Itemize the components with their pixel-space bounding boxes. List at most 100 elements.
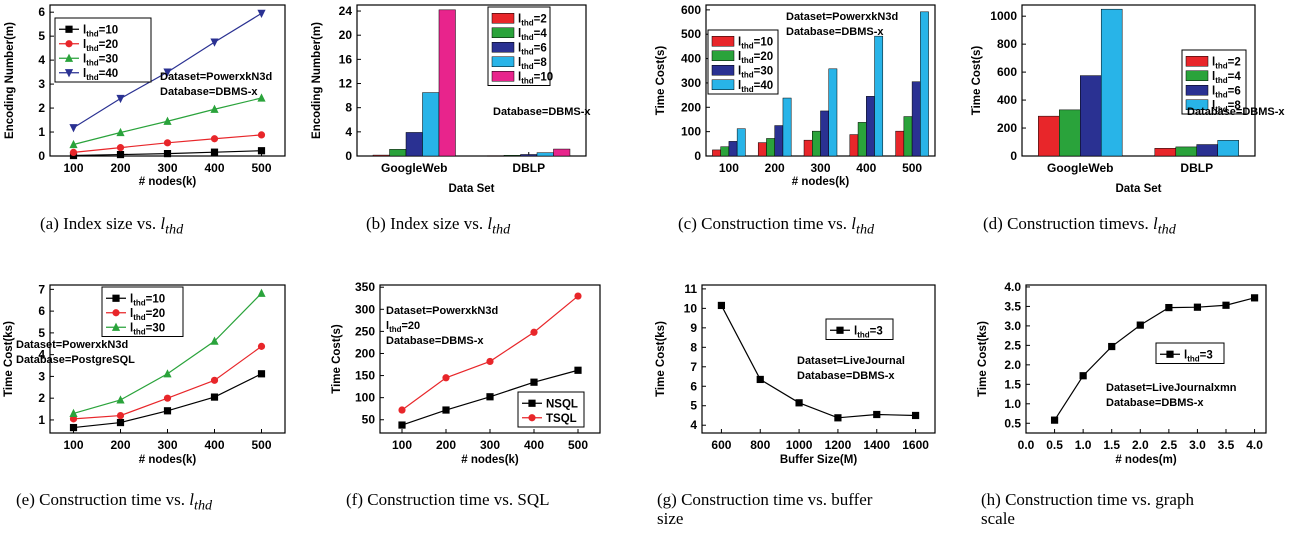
y-tick-label: 200: [997, 121, 1017, 135]
annotation: Database=DBMS-x: [160, 86, 258, 98]
caption-e-sub: thd: [194, 497, 213, 514]
legend-label: lthd=20: [83, 39, 118, 53]
bar: [520, 154, 538, 157]
y-axis-label: Time Cost(s): [331, 324, 343, 394]
annotation: Dataset=LiveJournalxmn: [1106, 382, 1237, 394]
data-point: [911, 411, 920, 420]
y-tick-label: 12: [339, 77, 353, 91]
bar: [1217, 140, 1239, 157]
data-point: [486, 357, 494, 366]
caption-a-sub: thd: [165, 221, 184, 238]
y-tick-label: 300: [355, 302, 375, 316]
data-point: [257, 9, 266, 18]
legend-label: lthd=3: [854, 325, 883, 339]
x-tick-label: 300: [810, 161, 830, 175]
annotation: Dataset=PowerxkN3d: [786, 11, 898, 23]
chart-h: 0.5 1.0 1.5 2.0 2.5 3.0 3.5 4.0 0.0 0.5 1.0 1.5 2.0 2…: [977, 280, 1267, 466]
y-tick-label: 1: [38, 125, 45, 139]
y-tick-label: 1.5: [1004, 377, 1021, 391]
y-tick-label: 9: [690, 321, 697, 335]
annotation: Database=DBMS-x: [386, 335, 484, 347]
x-tick-label: 400: [204, 161, 224, 175]
data-point: [530, 378, 538, 386]
y-tick-label: 4: [345, 125, 352, 139]
x-axis-label: Data Set: [1115, 183, 1161, 195]
data-point: [717, 301, 726, 310]
plot-frame: [1025, 284, 1267, 434]
bar: [487, 155, 505, 157]
legend-swatch: [711, 79, 735, 90]
data-point: [163, 394, 172, 402]
x-tick-label: 400: [856, 161, 876, 175]
legend-label: lthd=3: [1184, 349, 1213, 363]
y-tick-label: 0: [694, 149, 701, 163]
y-tick-label: 250: [355, 324, 375, 338]
y-tick-label: 16: [339, 52, 353, 66]
x-tick-label: GoogleWeb: [381, 161, 447, 175]
legend-marker: [112, 309, 120, 317]
data-point: [210, 38, 219, 47]
series-line: [1054, 297, 1255, 421]
data-point: [163, 407, 172, 415]
x-axis-label: # nodes(k): [461, 454, 519, 466]
legend-marker: [1166, 350, 1174, 358]
data-point: [69, 423, 78, 432]
data-point: [1250, 294, 1259, 302]
y-tick-label: 8: [345, 101, 352, 115]
legend-label: lthd=30: [83, 53, 118, 67]
y-tick-label: 4: [690, 418, 697, 432]
x-tick-label: 2.5: [1161, 438, 1178, 452]
x-tick-label: 400: [204, 438, 224, 452]
x-tick-label: 1.0: [1075, 438, 1092, 452]
legend-marker: [64, 69, 74, 78]
data-point: [163, 150, 172, 158]
x-tick-label: 400: [524, 438, 544, 452]
y-axis-label: Time Cost(ks): [977, 321, 989, 397]
y-tick-label: 11: [684, 282, 697, 296]
bar: [372, 154, 390, 157]
bar: [405, 132, 423, 157]
y-tick-label: 6: [690, 379, 697, 393]
data-point: [1108, 342, 1116, 351]
data-point: [257, 93, 266, 102]
data-point: [163, 68, 172, 77]
x-tick-label: GoogleWeb: [1047, 161, 1113, 175]
bar: [1038, 115, 1060, 157]
x-axis-label: # nodes(k): [139, 176, 197, 188]
legend-marker: [528, 399, 536, 407]
x-axis-label: Data Set: [448, 183, 494, 195]
y-tick-label: 4.0: [1004, 280, 1021, 294]
y-axis-label: Time Cost(ks): [655, 321, 667, 397]
legend-marker: [65, 25, 73, 33]
x-tick-label: 1000: [786, 438, 813, 452]
plot-frame: [356, 4, 587, 157]
y-tick-label: 3.5: [1004, 299, 1021, 313]
caption-f-text: (f) Construction time vs. SQL: [346, 490, 550, 509]
chart-g: 4 5 6 7 8 9 10 11 600 800 1000 1200 1400 1600 Buffer S…: [655, 282, 936, 466]
x-tick-label: 300: [480, 438, 500, 452]
caption-e-text: (e) Construction time vs.: [16, 490, 190, 509]
legend-label: lthd=10: [83, 24, 118, 38]
x-tick-label: 600: [711, 438, 731, 452]
bar: [895, 130, 905, 157]
data-point: [1079, 372, 1087, 380]
y-tick-label: 1000: [990, 9, 1017, 23]
caption-a-math: l: [160, 214, 166, 233]
legend-label: lthd=6: [518, 42, 547, 56]
y-tick-label: 24: [339, 4, 353, 18]
data-point: [1165, 303, 1173, 312]
bar: [866, 96, 875, 157]
legend: lthd=3: [1155, 342, 1225, 364]
annotation: Database=DBMS-x: [1106, 397, 1204, 409]
bar: [820, 110, 829, 157]
legend-label: lthd=20: [738, 51, 773, 65]
legend-label: lthd=8: [1212, 100, 1241, 114]
x-tick-label: 500: [251, 161, 271, 175]
legend-label: lthd=20: [130, 308, 165, 322]
legend-swatch: [1185, 85, 1209, 96]
y-tick-label: 600: [681, 3, 701, 17]
